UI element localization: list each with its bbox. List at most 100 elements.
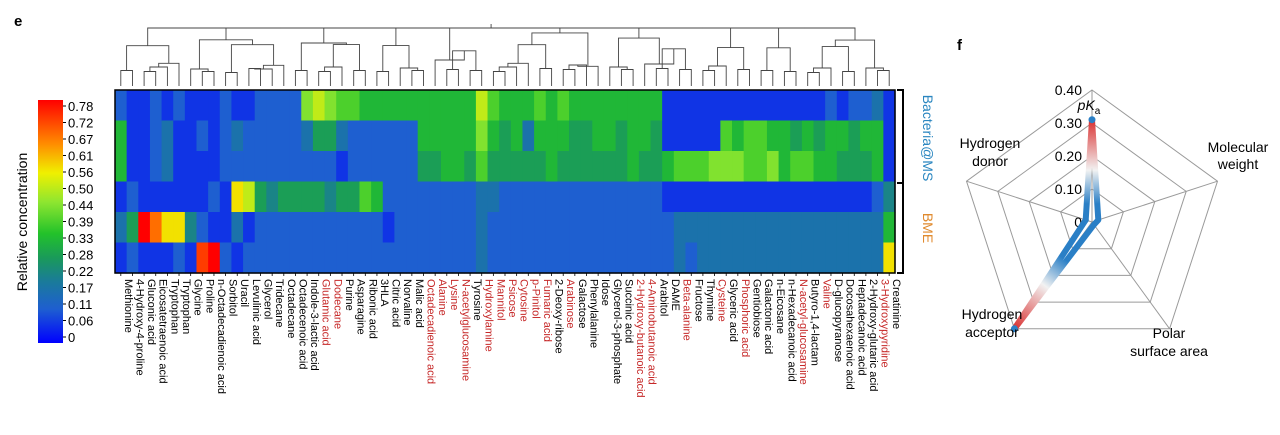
dendrogram-branch [577, 65, 599, 86]
heatmap-cell [801, 151, 815, 183]
heatmap-cell [324, 212, 337, 244]
heatmap-cell [440, 212, 454, 244]
heatmap-cell [766, 90, 780, 122]
heatmap-cell [219, 212, 233, 244]
heatmap-cell [627, 212, 640, 244]
heatmap-cell [149, 212, 163, 244]
heatmap-cell [883, 90, 896, 122]
heatmap-cell [534, 120, 547, 152]
heatmap-cell [161, 120, 174, 152]
heatmap-cell [766, 151, 780, 183]
heatmap-cell [277, 120, 291, 152]
heatmap-cell [452, 90, 465, 122]
heatmap-cell [208, 120, 221, 152]
colorbar-tick-label: 0 [68, 330, 75, 345]
dendrogram-branch [254, 68, 273, 86]
heatmap-cell [138, 90, 151, 122]
colorbar-tick-label: 0.28 [68, 248, 93, 263]
column-label: Asparagine [355, 279, 367, 335]
heatmap-cell [266, 181, 279, 213]
heatmap-cell [813, 151, 826, 183]
radar-ring [1028, 155, 1156, 276]
column-label: Creatinine [890, 279, 902, 329]
heatmap-cell [743, 120, 756, 152]
heatmap-cell [732, 90, 745, 122]
colorbar-tick-label: 0.61 [68, 149, 93, 164]
heatmap-cell [394, 212, 407, 244]
column-label: n-Eicosane [774, 279, 786, 334]
heatmap-cell [778, 120, 791, 152]
heatmap-cell [184, 212, 198, 244]
heatmap-cell [592, 242, 605, 274]
radar-spoke [1091, 221, 1171, 330]
heatmap-cell [627, 181, 640, 213]
heatmap-cell [743, 181, 756, 213]
heatmap-cell [487, 151, 500, 183]
column-label: Levulinic acid [250, 279, 262, 345]
heatmap-cell [254, 120, 267, 152]
heatmap-cell [289, 120, 302, 152]
heatmap-cell [336, 242, 349, 274]
heatmap-cell [126, 90, 139, 122]
heatmap-cell [475, 181, 489, 213]
heatmap-cell [475, 151, 489, 183]
column-label: 4-Hydroxy-4-proline [134, 279, 146, 376]
colorbar-ticks: 0.78 0.720.67 0.610.56 0.500.44 0.390.33 0.28… [63, 99, 93, 345]
heatmap-cell [243, 181, 256, 213]
heatmap-cell [475, 90, 489, 122]
dendrogram-branch [225, 72, 238, 86]
column-label: Gentiobiose [751, 279, 763, 338]
heatmap-cell [650, 181, 663, 213]
heatmap-cell [115, 90, 128, 122]
heatmap-cell [336, 90, 349, 122]
heatmap-cell [149, 90, 163, 122]
dendrogram-branch [754, 27, 856, 41]
column-label: Succinic acid [622, 279, 634, 343]
column-label: Octadecane [285, 279, 297, 338]
heatmap-cell [336, 120, 349, 152]
heatmap-cell [650, 212, 663, 244]
heatmap-cell [254, 181, 267, 213]
heatmap-cell [115, 181, 128, 213]
heatmap-cell [755, 181, 768, 213]
colorbar-tick-label: 0.33 [68, 231, 93, 246]
column-label: Glutamic acid [320, 279, 332, 346]
heatmap-cell [359, 120, 372, 152]
column-label: Tridecane [273, 279, 285, 328]
heatmap-cell [860, 212, 873, 244]
heatmap-cell [196, 151, 209, 183]
dendrogram-branch [783, 71, 797, 86]
heatmap-cell [662, 181, 675, 213]
heatmap-cell [487, 212, 500, 244]
heatmap-cell [883, 181, 896, 213]
heatmap-cell [836, 151, 850, 183]
heatmap-cell [371, 242, 384, 274]
heatmap-cell [452, 242, 465, 274]
heatmap-cell [871, 212, 884, 244]
heatmap-cell [359, 90, 372, 122]
heatmap-cell [208, 181, 221, 213]
dendrogram-branch [248, 68, 261, 86]
heatmap-cell [429, 212, 442, 244]
radar-spoke [1091, 180, 1218, 223]
dendrogram-branch [262, 64, 285, 86]
colorbar-tick-label: 0.39 [68, 215, 93, 230]
heatmap-cell [801, 181, 815, 213]
column-label: n-Hexadecanoic acid [785, 279, 797, 382]
heatmap-cell [615, 212, 628, 244]
heatmap-cell [627, 151, 640, 183]
heatmap-cell [324, 120, 337, 152]
heatmap-cell [836, 181, 850, 213]
radar-spoke [966, 180, 1093, 223]
heatmap-cell [173, 151, 186, 183]
heatmap-cell [778, 181, 791, 213]
dendrogram-branch [376, 71, 390, 86]
heatmap-cell [173, 120, 186, 152]
dendrogram-branch [149, 66, 168, 86]
heatmap-cell [592, 120, 605, 152]
heatmap-cell [603, 242, 617, 274]
heatmap-cell [627, 90, 640, 122]
dendrogram-branch [120, 70, 133, 86]
dendrogram-branch [492, 71, 506, 86]
heatmap-cell [417, 120, 430, 152]
